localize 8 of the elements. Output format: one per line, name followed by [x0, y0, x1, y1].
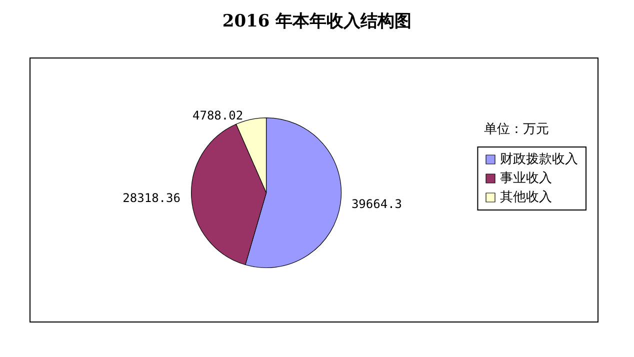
- text: 单位：万元: [484, 122, 549, 137]
- data-label: 28318.36: [122, 190, 180, 205]
- legend-label: 事业收入: [500, 171, 552, 186]
- chart-title: 2016 年本年收入结构图: [222, 12, 412, 32]
- data-label: 39664.3: [351, 196, 402, 211]
- legend-label: 财政拨款收入: [500, 152, 578, 167]
- data-label: 4788.02: [192, 108, 244, 122]
- legend-label: 其他收入: [500, 190, 552, 205]
